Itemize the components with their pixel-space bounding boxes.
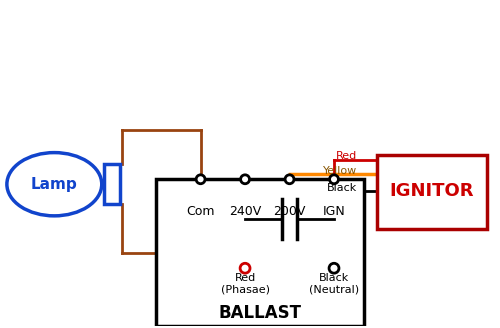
Text: Com: Com xyxy=(186,205,215,218)
Circle shape xyxy=(196,175,205,184)
Circle shape xyxy=(240,175,250,184)
Text: Black
(Neutral): Black (Neutral) xyxy=(309,273,359,295)
Text: 200V: 200V xyxy=(274,205,306,218)
Text: IGNITOR: IGNITOR xyxy=(390,182,474,200)
Text: Lamp: Lamp xyxy=(31,177,78,192)
Text: Black: Black xyxy=(326,183,356,193)
Bar xyxy=(156,179,364,326)
Text: 240V: 240V xyxy=(229,205,261,218)
Text: Red: Red xyxy=(336,151,356,161)
Text: Red
(Phasae): Red (Phasae) xyxy=(220,273,270,295)
Circle shape xyxy=(240,263,250,273)
Circle shape xyxy=(285,175,294,184)
Bar xyxy=(104,164,120,204)
Text: IGN: IGN xyxy=(322,205,345,218)
Circle shape xyxy=(330,175,338,184)
Text: BALLAST: BALLAST xyxy=(218,304,302,322)
Bar xyxy=(376,154,487,229)
Ellipse shape xyxy=(7,153,102,216)
Circle shape xyxy=(329,263,339,273)
Text: Yellow: Yellow xyxy=(322,166,356,176)
